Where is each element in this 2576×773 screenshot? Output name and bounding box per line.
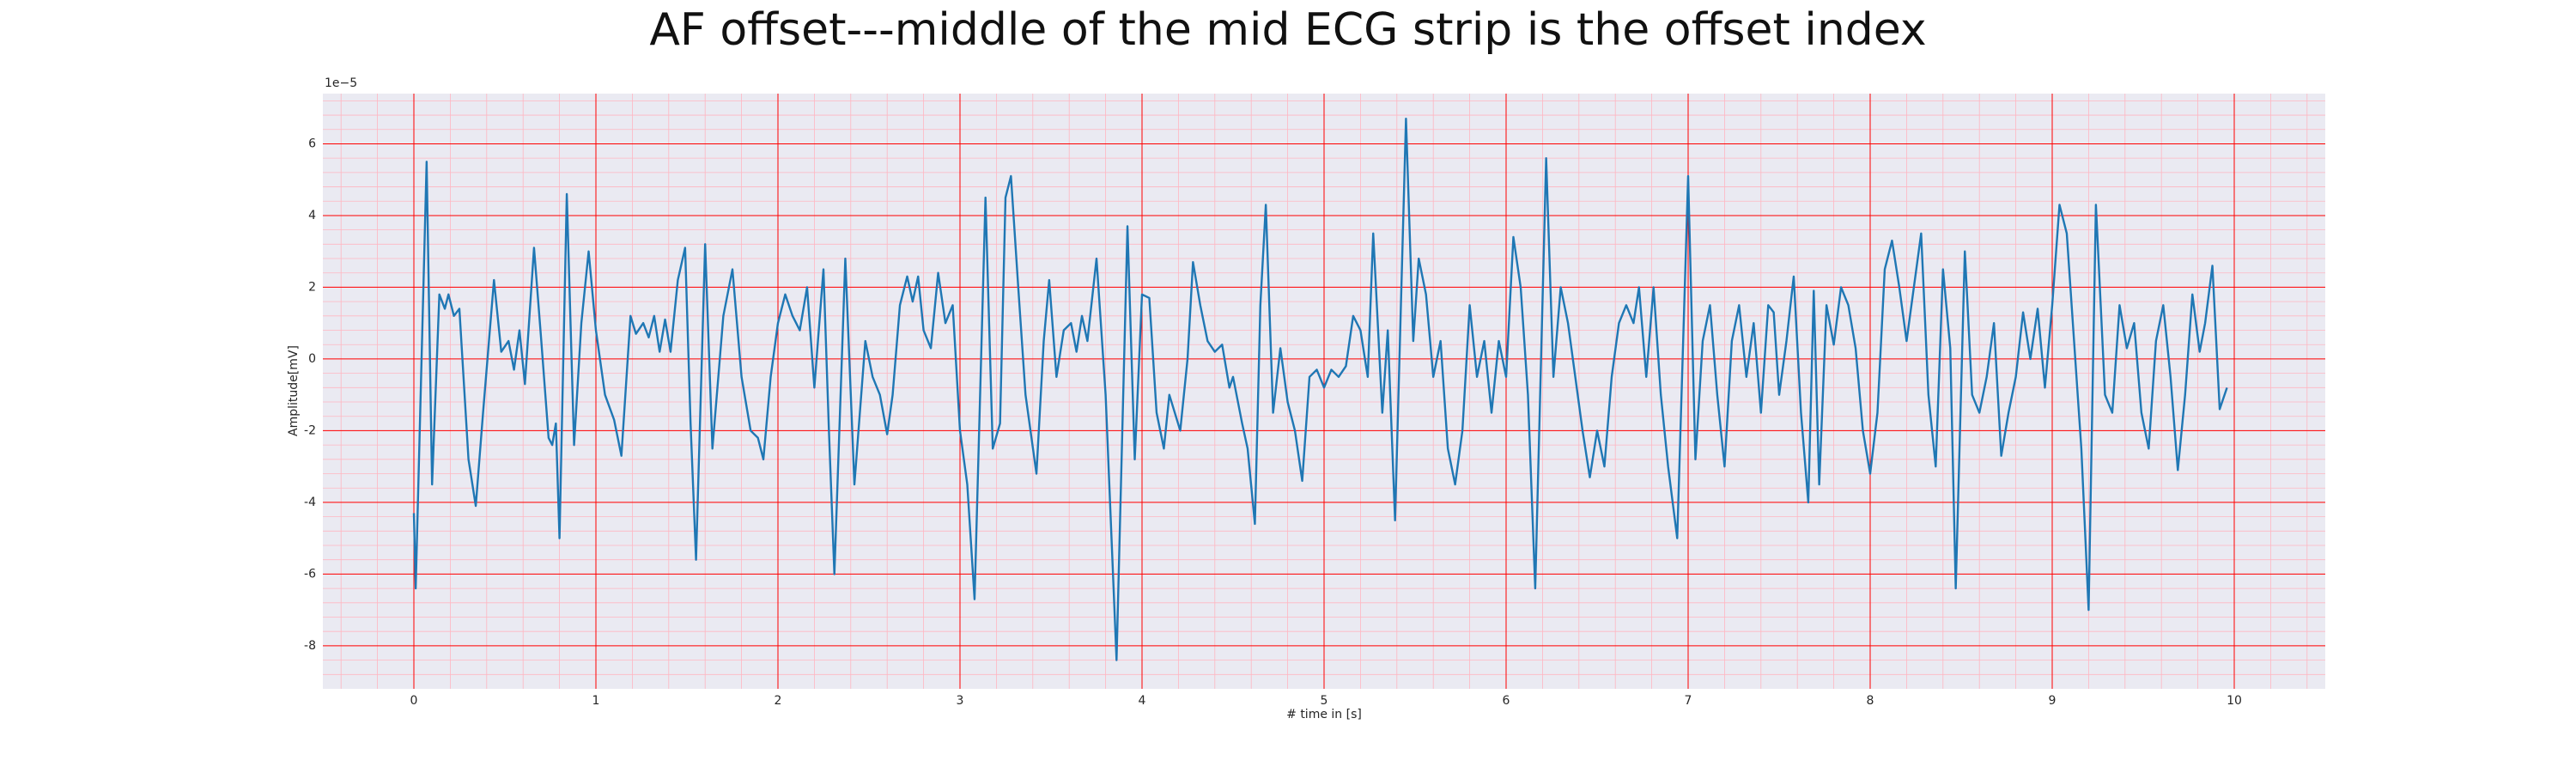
x-tick-label: 10 — [2227, 694, 2242, 708]
x-tick-label: 6 — [1503, 694, 1510, 708]
x-tick-label: 3 — [957, 694, 964, 708]
x-tick-label: 2 — [775, 694, 782, 708]
chart-title: AF offset---middle of the mid ECG strip … — [649, 4, 1926, 56]
x-tick-label: 7 — [1685, 694, 1692, 708]
grid — [323, 94, 2325, 689]
y-tick-label: 4 — [308, 209, 316, 222]
x-tick-label: 4 — [1139, 694, 1146, 708]
data-line — [412, 118, 2228, 661]
y-tick-label: -8 — [304, 639, 316, 653]
x-tick-label: 9 — [2049, 694, 2057, 708]
y-axis-label: Amplitude[mV] — [287, 345, 301, 436]
x-tick-label: 1 — [592, 694, 600, 708]
x-tick-label: 8 — [1867, 694, 1874, 708]
x-tick-label: 5 — [1321, 694, 1328, 708]
y-tick-label: 0 — [308, 352, 316, 366]
x-tick-label: 0 — [410, 694, 418, 708]
y-tick-label: -2 — [304, 423, 316, 437]
y-offset-text: 1e−5 — [325, 76, 357, 90]
y-tick-label: 6 — [308, 137, 316, 150]
y-tick-label: 2 — [308, 280, 316, 294]
y-tick-label: -4 — [304, 496, 316, 509]
y-tick-label: -6 — [304, 567, 316, 581]
x-axis-label: # time in [s] — [1286, 708, 1362, 721]
